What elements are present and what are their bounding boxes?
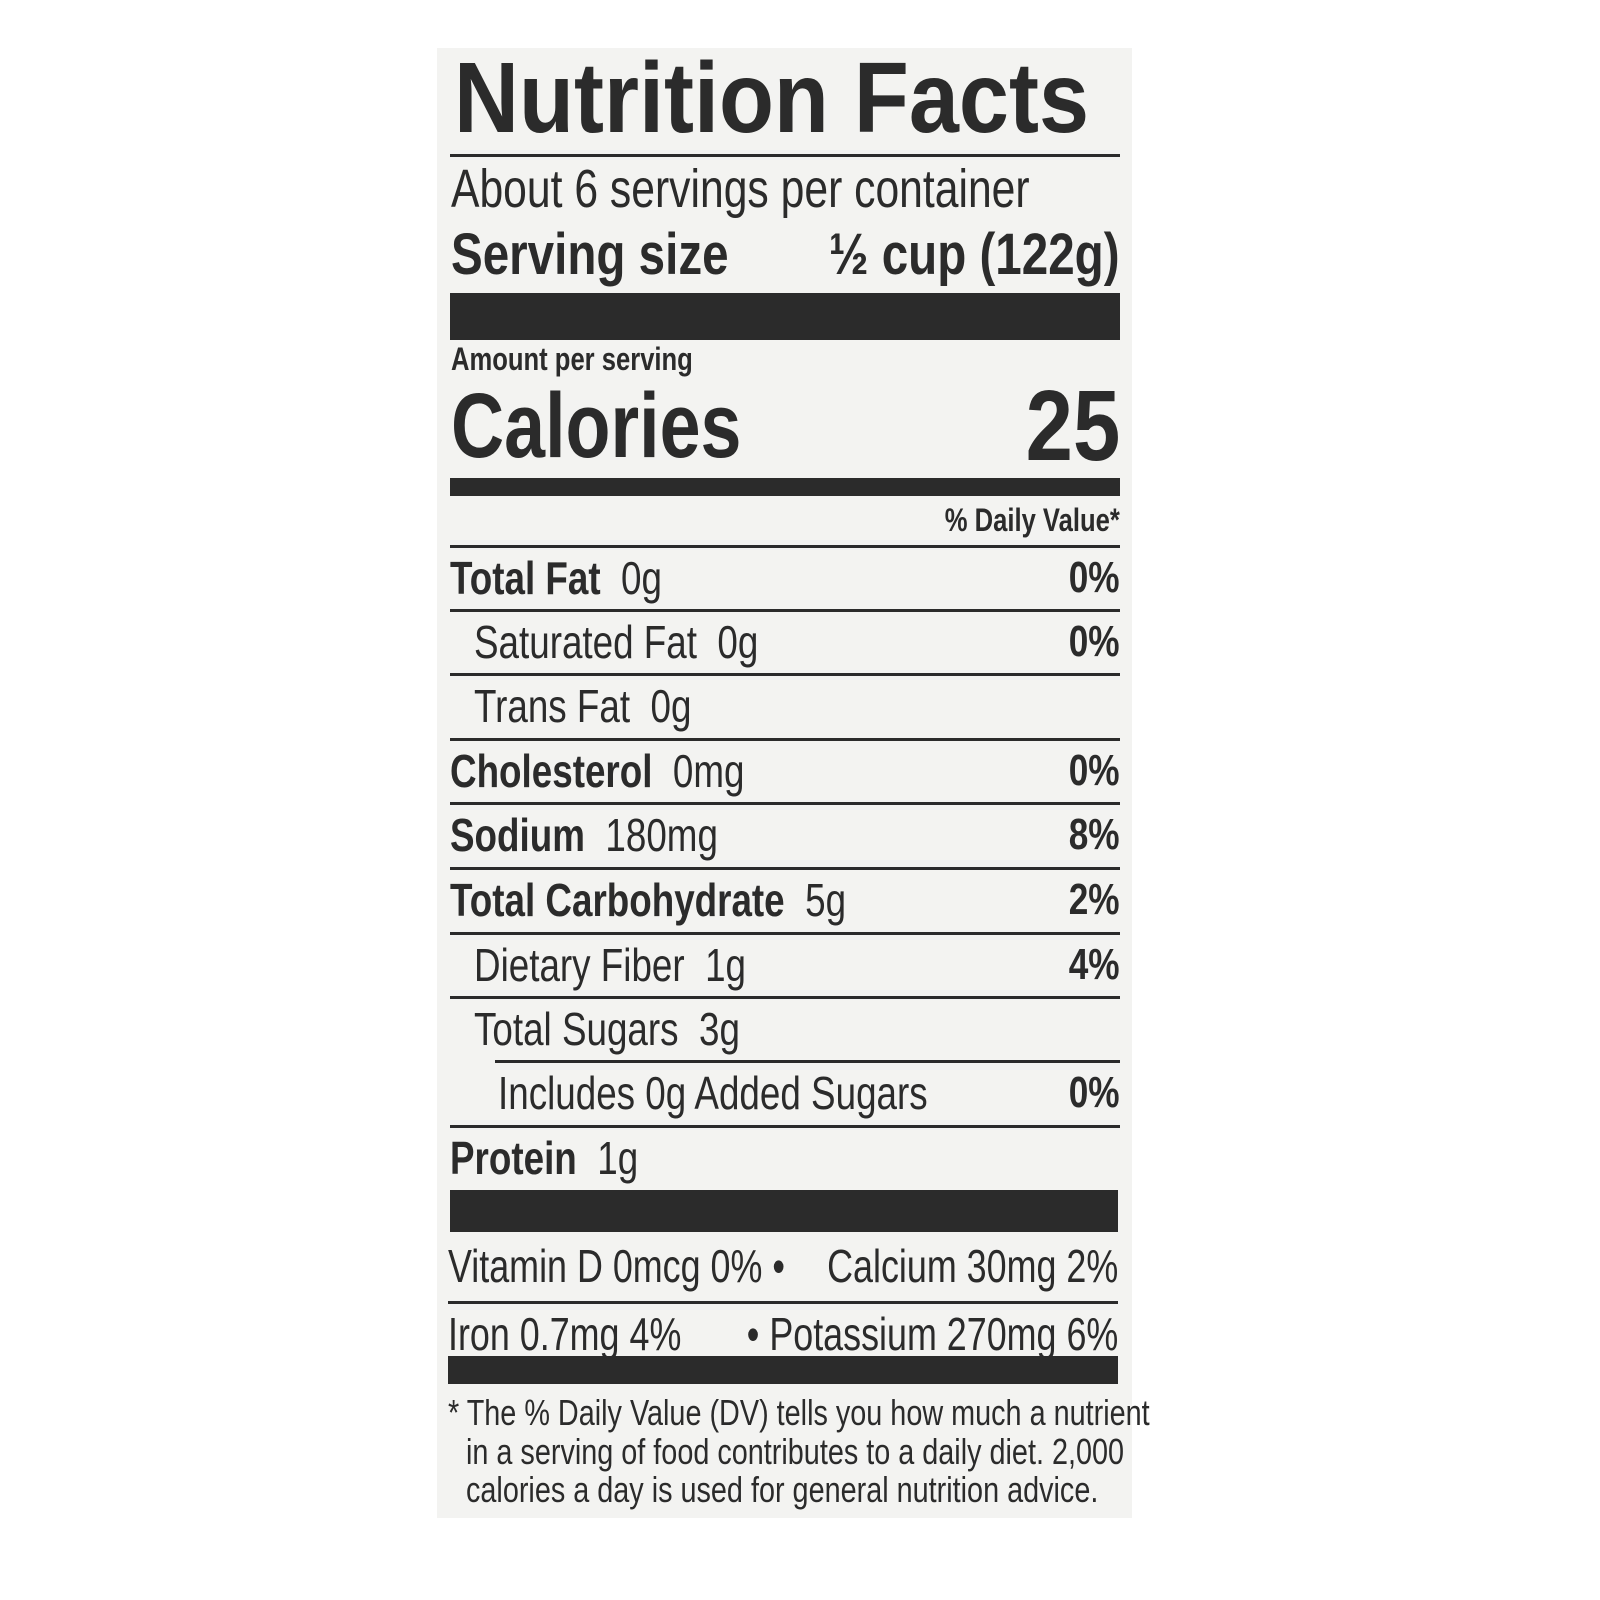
nutrient-row: Includes 0g Added Sugars 0% (450, 1060, 1120, 1124)
divider (450, 867, 1120, 870)
potassium-text: • Potassium 270mg 6% (746, 1308, 1118, 1360)
nutrient-label: Includes 0g Added Sugars (498, 1066, 1035, 1120)
nutrient-name: Cholesterol (450, 745, 653, 797)
nutrient-amount: 0mg (672, 745, 745, 797)
servings-text: About 6 servings per container (451, 159, 1030, 219)
mineral-row: Iron 0.7mg 4% • Potassium 270mg 6% (448, 1306, 1118, 1362)
nutrient-label: Total Carbohydrate 5g (450, 873, 945, 927)
nutrient-row: Protein 1g (450, 1125, 1120, 1189)
calories-value: 25 (1025, 370, 1120, 482)
thick-bar (450, 293, 1120, 340)
calories-row: Calories 25 (451, 370, 1120, 482)
nutrient-name: Includes 0g Added Sugars (498, 1067, 928, 1119)
title-text: Nutrition Facts (454, 42, 1090, 154)
nutrient-name: Trans Fat (474, 680, 631, 732)
nutrient-label: Dietary Fiber 1g (474, 938, 814, 992)
nutrient-amount: 3g (699, 1003, 740, 1055)
divider (450, 996, 1120, 999)
nutrient-row: Total Fat 0g 0% (450, 545, 1120, 609)
vitamin-d-text: Vitamin D 0mcg 0% • (448, 1240, 785, 1292)
nutrient-label: Protein 1g (450, 1131, 685, 1185)
iron-text: Iron 0.7mg 4% (448, 1308, 682, 1360)
daily-value-header: % Daily Value* (901, 502, 1120, 538)
nutrient-row: Total Sugars 3g (450, 996, 1120, 1060)
nutrient-daily-value: 0% (1069, 746, 1120, 795)
nutrient-amount: 0g (621, 552, 662, 604)
nutrient-amount: 1g (597, 1132, 639, 1184)
nutrient-label: Cholesterol 0mg (450, 744, 818, 798)
divider (450, 545, 1120, 548)
nutrient-daily-value: 0% (1069, 617, 1120, 666)
nutrient-label: Total Fat 0g (450, 551, 715, 605)
nutrient-name: Total Carbohydrate (450, 874, 785, 926)
daily-value-header-text: % Daily Value* (944, 502, 1120, 538)
nutrient-row: Total Carbohydrate 5g 2% (450, 867, 1120, 931)
nutrient-name: Protein (450, 1132, 577, 1184)
nutrient-label: Sodium 180mg (450, 808, 785, 862)
nutrient-daily-value: 2% (1069, 875, 1120, 924)
nutrient-row: Cholesterol 0mg 0% (450, 738, 1120, 802)
nutrient-daily-value: 8% (1069, 810, 1120, 859)
nutrient-row: Sodium 180mg 8% (450, 802, 1120, 866)
nutrient-label: Total Sugars 3g (474, 1002, 806, 1056)
nutrient-label: Saturated Fat 0g (474, 615, 829, 669)
amount-per-serving: Amount per serving (451, 341, 753, 377)
serving-size-label: Serving size (451, 222, 729, 287)
nutrient-row: Trans Fat 0g (450, 673, 1120, 737)
divider (450, 1125, 1120, 1128)
nutrient-daily-value: 4% (1069, 940, 1120, 989)
nutrient-name: Sodium (450, 809, 585, 861)
nutrient-name: Total Fat (450, 552, 601, 604)
nutrient-name: Dietary Fiber (474, 939, 685, 991)
nutrient-amount: 1g (705, 939, 747, 991)
nutrient-daily-value: 0% (1069, 1068, 1120, 1117)
medium-bar (450, 478, 1120, 496)
divider (450, 932, 1120, 935)
servings-per-container: About 6 servings per container (451, 160, 1183, 218)
calories-label: Calories (451, 375, 742, 477)
divider (450, 154, 1120, 157)
thick-bar (448, 1356, 1118, 1384)
nutrient-name: Total Sugars (474, 1003, 679, 1055)
nutrient-label: Trans Fat 0g (474, 679, 746, 733)
serving-size-value: ½ cup (122g) (829, 222, 1120, 287)
footnote-line: calories a day is used for general nutri… (466, 1469, 1099, 1510)
divider (450, 673, 1120, 676)
divider (450, 802, 1120, 805)
thick-bar (450, 1190, 1118, 1232)
divider (450, 738, 1120, 741)
nutrient-row: Dietary Fiber 1g 4% (450, 932, 1120, 996)
nutrient-daily-value: 0% (1069, 553, 1120, 602)
nutrient-amount: 5g (805, 874, 847, 926)
amount-per-serving-text: Amount per serving (451, 341, 693, 377)
divider (450, 609, 1120, 612)
divider (495, 1060, 1120, 1063)
nutrient-amount: 180mg (605, 809, 718, 861)
nutrient-name: Saturated Fat (474, 616, 697, 668)
footnote: * The % Daily Value (DV) tells you how m… (448, 1392, 1325, 1510)
divider (448, 1301, 1118, 1304)
vitamin-row: Vitamin D 0mcg 0% • Calcium 30mg 2% (448, 1238, 1118, 1294)
label-title: Nutrition Facts (454, 48, 1160, 148)
footnote-line: in a serving of food contributes to a da… (466, 1430, 1125, 1472)
nutrient-amount: 0g (650, 680, 692, 732)
serving-size-row: Serving size ½ cup (122g) (451, 224, 1120, 286)
nutrient-row: Saturated Fat 0g 0% (450, 609, 1120, 673)
nutrient-amount: 0g (717, 616, 759, 668)
calcium-text: Calcium 30mg 2% (826, 1240, 1118, 1292)
footnote-line: * The % Daily Value (DV) tells you how m… (448, 1392, 1150, 1433)
